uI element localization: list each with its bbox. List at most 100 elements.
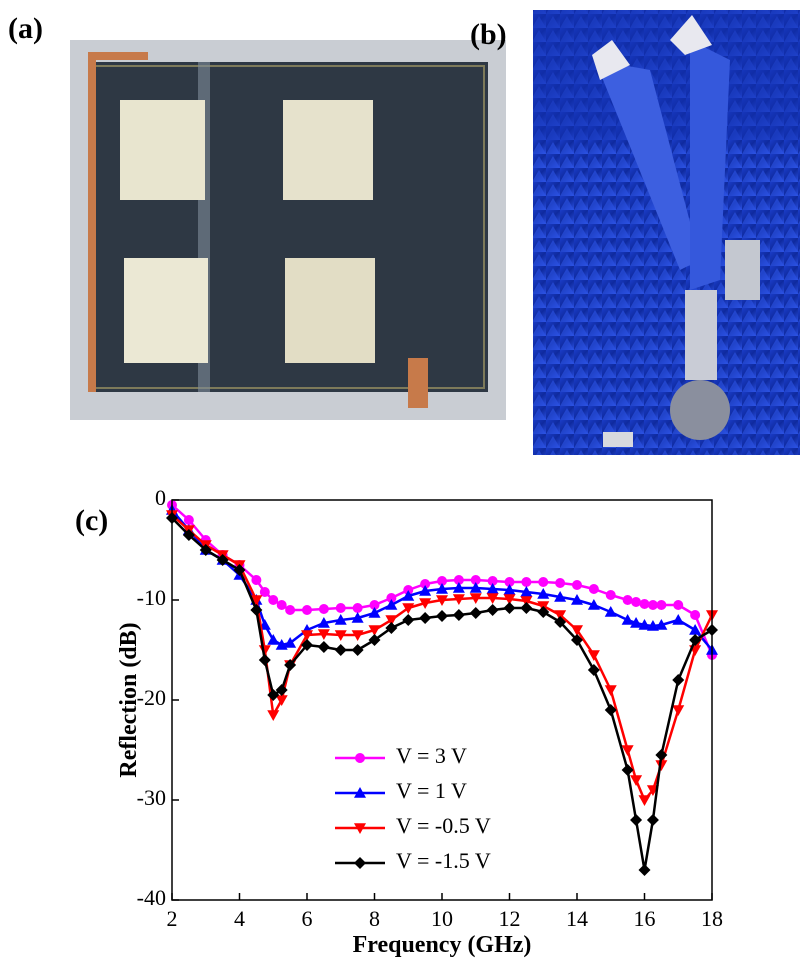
marker (258, 654, 271, 666)
marker (251, 575, 262, 585)
marker (672, 614, 685, 625)
marker (402, 603, 415, 614)
x-tick-label: 10 (431, 906, 453, 931)
marker (334, 644, 347, 656)
marker (199, 544, 212, 556)
marker (452, 609, 465, 621)
marker (419, 612, 432, 624)
marker (630, 814, 643, 826)
legend-label: V = 1 V (396, 778, 467, 803)
marker (275, 695, 288, 706)
panel-label: (a) (8, 12, 43, 45)
marker (335, 603, 346, 613)
x-tick-label: 2 (167, 906, 178, 931)
marker (655, 760, 668, 771)
marker (250, 595, 263, 606)
marker (354, 823, 366, 834)
marker (503, 594, 516, 605)
marker (419, 585, 432, 596)
marker (284, 637, 297, 648)
marker (385, 599, 398, 610)
marker (267, 689, 280, 701)
marker (453, 575, 464, 585)
marker (689, 634, 702, 646)
marker (354, 787, 366, 798)
marker (402, 614, 415, 626)
y-tick-label: 0 (155, 485, 166, 510)
photo-b (533, 10, 800, 455)
marker (503, 602, 516, 614)
marker (622, 595, 633, 605)
marker (656, 600, 667, 610)
marker (503, 584, 516, 595)
legend-label: V = -0.5 V (396, 813, 491, 838)
marker (631, 597, 642, 607)
x-tick-label: 12 (499, 906, 521, 931)
x-tick-label: 18 (701, 906, 723, 931)
marker (587, 599, 600, 610)
marker (355, 753, 365, 763)
marker (436, 583, 448, 594)
marker (537, 606, 550, 618)
marker (369, 600, 380, 610)
legend-label: V = 3 V (396, 743, 467, 768)
photo-a (70, 40, 506, 420)
marker (689, 624, 702, 635)
marker (267, 634, 280, 645)
marker (182, 529, 195, 541)
marker (638, 795, 651, 806)
marker (647, 600, 658, 610)
marker (284, 659, 297, 671)
marker (621, 745, 634, 756)
marker (520, 596, 533, 607)
marker (352, 603, 363, 613)
marker (368, 607, 381, 618)
marker (655, 749, 668, 761)
marker (554, 616, 567, 628)
marker (354, 857, 366, 869)
y-tick-label: -30 (137, 785, 166, 810)
marker (469, 593, 482, 604)
marker (301, 639, 313, 651)
marker (368, 634, 381, 646)
marker (259, 587, 270, 597)
marker (267, 710, 280, 721)
marker (437, 576, 447, 586)
marker (639, 599, 650, 609)
marker (276, 600, 287, 610)
marker (317, 617, 330, 628)
x-axis-label: Frequency (GHz) (353, 932, 532, 958)
marker (351, 644, 364, 656)
marker (334, 630, 347, 641)
marker (604, 704, 617, 716)
marker (250, 604, 263, 616)
marker (385, 622, 398, 634)
marker (486, 583, 499, 594)
marker (555, 578, 566, 588)
marker (638, 864, 651, 876)
marker (486, 604, 499, 616)
marker (334, 614, 347, 625)
marker (469, 582, 482, 593)
marker (537, 588, 550, 599)
marker (604, 685, 617, 696)
marker (655, 619, 668, 630)
marker (690, 610, 701, 620)
marker (268, 595, 279, 605)
y-tick-label: -20 (137, 685, 166, 710)
marker (470, 575, 481, 585)
marker (672, 705, 685, 716)
marker (621, 614, 634, 625)
marker (487, 576, 498, 586)
plot-frame (171, 499, 713, 901)
marker (630, 775, 643, 786)
marker (572, 580, 582, 590)
marker (317, 641, 330, 653)
marker (621, 764, 634, 776)
marker (521, 577, 532, 587)
y-tick-label: -40 (137, 885, 166, 910)
marker (469, 607, 482, 619)
marker (588, 584, 599, 594)
marker (436, 610, 448, 622)
